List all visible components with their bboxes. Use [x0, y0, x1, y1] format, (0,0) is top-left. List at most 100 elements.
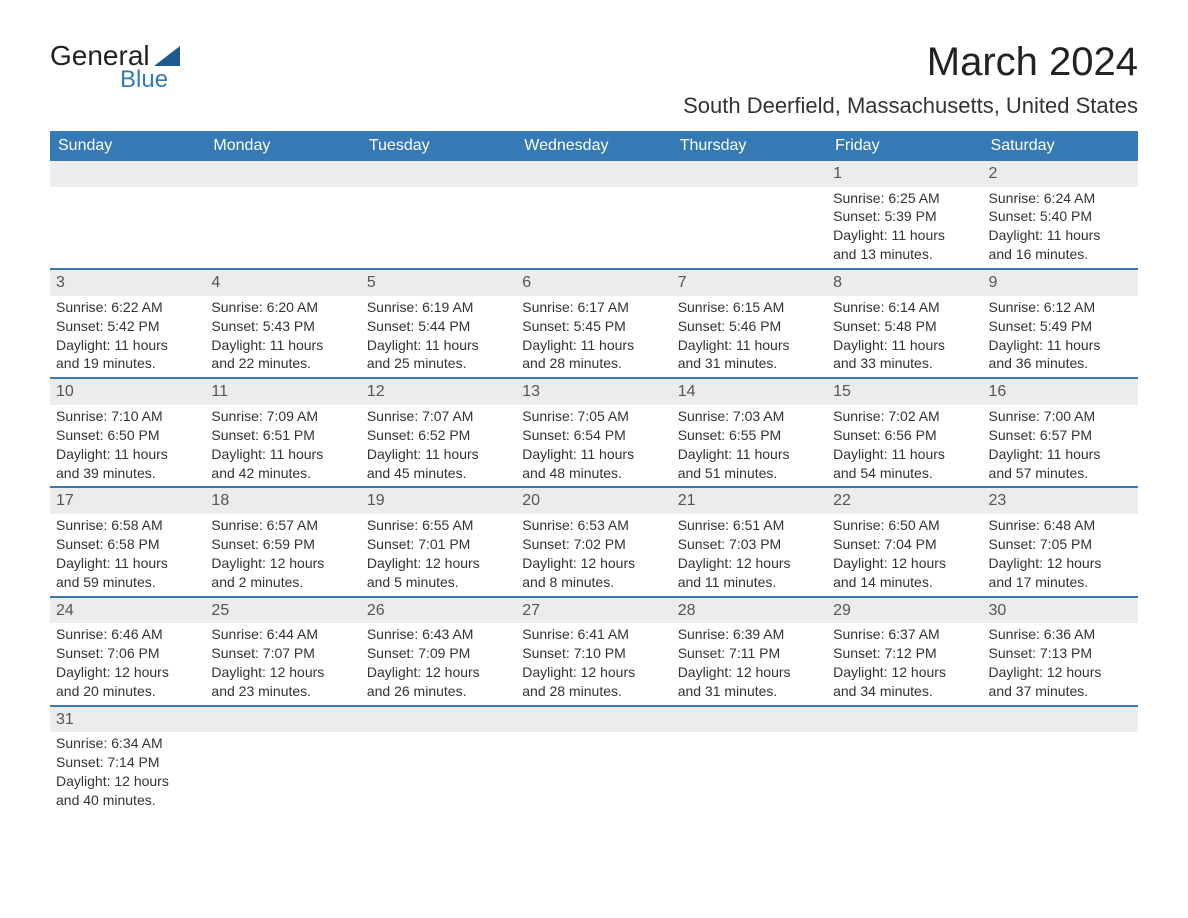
day-content-cell: Sunrise: 7:07 AMSunset: 6:52 PMDaylight:…: [361, 405, 516, 488]
daylight-text-2: and 57 minutes.: [989, 464, 1132, 483]
day-number-cell: [205, 707, 360, 733]
day-content-cell: Sunrise: 6:39 AMSunset: 7:11 PMDaylight:…: [672, 623, 827, 706]
daylight-text-2: and 42 minutes.: [211, 464, 354, 483]
day-number-cell: [516, 707, 671, 733]
sunrise-text: Sunrise: 6:15 AM: [678, 298, 821, 317]
title-block: March 2024 South Deerfield, Massachusett…: [683, 40, 1138, 119]
daylight-text-1: Daylight: 11 hours: [56, 336, 199, 355]
daylight-text-2: and 23 minutes.: [211, 682, 354, 701]
day-number-cell: 18: [205, 488, 360, 514]
day-content-row: Sunrise: 6:34 AMSunset: 7:14 PMDaylight:…: [50, 732, 1138, 814]
daylight-text-2: and 34 minutes.: [833, 682, 976, 701]
day-number-cell: 8: [827, 270, 982, 296]
daylight-text-1: Daylight: 11 hours: [833, 336, 976, 355]
day-content-cell: [361, 187, 516, 270]
sunset-text: Sunset: 6:56 PM: [833, 426, 976, 445]
day-number-cell: 30: [983, 598, 1138, 624]
day-number-cell: 1: [827, 161, 982, 187]
day-content-cell: Sunrise: 6:37 AMSunset: 7:12 PMDaylight:…: [827, 623, 982, 706]
day-number-cell: 22: [827, 488, 982, 514]
daylight-text-2: and 31 minutes.: [678, 682, 821, 701]
sunset-text: Sunset: 6:51 PM: [211, 426, 354, 445]
day-content-cell: [827, 732, 982, 814]
sunset-text: Sunset: 6:59 PM: [211, 535, 354, 554]
day-number-cell: 6: [516, 270, 671, 296]
day-number-cell: 15: [827, 379, 982, 405]
day-content-cell: Sunrise: 6:25 AMSunset: 5:39 PMDaylight:…: [827, 187, 982, 270]
daylight-text-2: and 31 minutes.: [678, 354, 821, 373]
sunrise-text: Sunrise: 6:41 AM: [522, 625, 665, 644]
sunset-text: Sunset: 5:46 PM: [678, 317, 821, 336]
weekday-header: Tuesday: [361, 131, 516, 161]
sunset-text: Sunset: 6:52 PM: [367, 426, 510, 445]
day-number-cell: 9: [983, 270, 1138, 296]
daylight-text-1: Daylight: 11 hours: [56, 554, 199, 573]
day-content-cell: Sunrise: 6:20 AMSunset: 5:43 PMDaylight:…: [205, 296, 360, 379]
weekday-header: Friday: [827, 131, 982, 161]
sunrise-text: Sunrise: 6:55 AM: [367, 516, 510, 535]
daylight-text-2: and 51 minutes.: [678, 464, 821, 483]
day-content-cell: [361, 732, 516, 814]
day-number-cell: 2: [983, 161, 1138, 187]
day-number-row: 31: [50, 707, 1138, 733]
day-content-cell: Sunrise: 6:50 AMSunset: 7:04 PMDaylight:…: [827, 514, 982, 597]
sunrise-text: Sunrise: 6:39 AM: [678, 625, 821, 644]
day-number-cell: 3: [50, 270, 205, 296]
day-number-cell: 23: [983, 488, 1138, 514]
day-number-cell: [361, 161, 516, 187]
day-content-cell: [205, 732, 360, 814]
sunrise-text: Sunrise: 7:00 AM: [989, 407, 1132, 426]
weekday-header: Monday: [205, 131, 360, 161]
sunset-text: Sunset: 7:06 PM: [56, 644, 199, 663]
day-number-cell: 7: [672, 270, 827, 296]
day-number-cell: 5: [361, 270, 516, 296]
daylight-text-2: and 17 minutes.: [989, 573, 1132, 592]
weekday-header: Wednesday: [516, 131, 671, 161]
day-number-row: 17181920212223: [50, 488, 1138, 514]
day-number-cell: [827, 707, 982, 733]
daylight-text-2: and 2 minutes.: [211, 573, 354, 592]
daylight-text-1: Daylight: 11 hours: [367, 445, 510, 464]
daylight-text-1: Daylight: 12 hours: [522, 554, 665, 573]
sunrise-text: Sunrise: 6:36 AM: [989, 625, 1132, 644]
day-content-cell: Sunrise: 7:10 AMSunset: 6:50 PMDaylight:…: [50, 405, 205, 488]
daylight-text-2: and 39 minutes.: [56, 464, 199, 483]
sunset-text: Sunset: 5:48 PM: [833, 317, 976, 336]
page-title: March 2024: [683, 40, 1138, 85]
day-number-cell: 26: [361, 598, 516, 624]
sunset-text: Sunset: 5:49 PM: [989, 317, 1132, 336]
day-number-cell: 21: [672, 488, 827, 514]
day-content-cell: Sunrise: 6:48 AMSunset: 7:05 PMDaylight:…: [983, 514, 1138, 597]
day-number-cell: [983, 707, 1138, 733]
daylight-text-1: Daylight: 11 hours: [989, 336, 1132, 355]
sunrise-text: Sunrise: 6:19 AM: [367, 298, 510, 317]
sunset-text: Sunset: 5:44 PM: [367, 317, 510, 336]
daylight-text-2: and 28 minutes.: [522, 682, 665, 701]
day-number-cell: 16: [983, 379, 1138, 405]
weekday-header: Sunday: [50, 131, 205, 161]
day-content-cell: [205, 187, 360, 270]
sunrise-text: Sunrise: 6:44 AM: [211, 625, 354, 644]
sunrise-text: Sunrise: 6:58 AM: [56, 516, 199, 535]
daylight-text-1: Daylight: 11 hours: [211, 336, 354, 355]
sunset-text: Sunset: 7:05 PM: [989, 535, 1132, 554]
day-number-cell: [516, 161, 671, 187]
day-content-cell: [983, 732, 1138, 814]
day-content-cell: Sunrise: 6:15 AMSunset: 5:46 PMDaylight:…: [672, 296, 827, 379]
sunrise-text: Sunrise: 7:02 AM: [833, 407, 976, 426]
daylight-text-1: Daylight: 11 hours: [989, 445, 1132, 464]
sunrise-text: Sunrise: 7:03 AM: [678, 407, 821, 426]
sunset-text: Sunset: 7:03 PM: [678, 535, 821, 554]
logo-text-bottom: Blue: [120, 66, 168, 94]
sunset-text: Sunset: 7:10 PM: [522, 644, 665, 663]
sunset-text: Sunset: 5:42 PM: [56, 317, 199, 336]
sunset-text: Sunset: 5:45 PM: [522, 317, 665, 336]
daylight-text-2: and 54 minutes.: [833, 464, 976, 483]
daylight-text-1: Daylight: 12 hours: [833, 663, 976, 682]
day-number-cell: 29: [827, 598, 982, 624]
day-content-cell: Sunrise: 7:09 AMSunset: 6:51 PMDaylight:…: [205, 405, 360, 488]
daylight-text-1: Daylight: 11 hours: [522, 445, 665, 464]
day-content-cell: Sunrise: 7:03 AMSunset: 6:55 PMDaylight:…: [672, 405, 827, 488]
location-subtitle: South Deerfield, Massachusetts, United S…: [683, 93, 1138, 119]
day-content-cell: [672, 732, 827, 814]
